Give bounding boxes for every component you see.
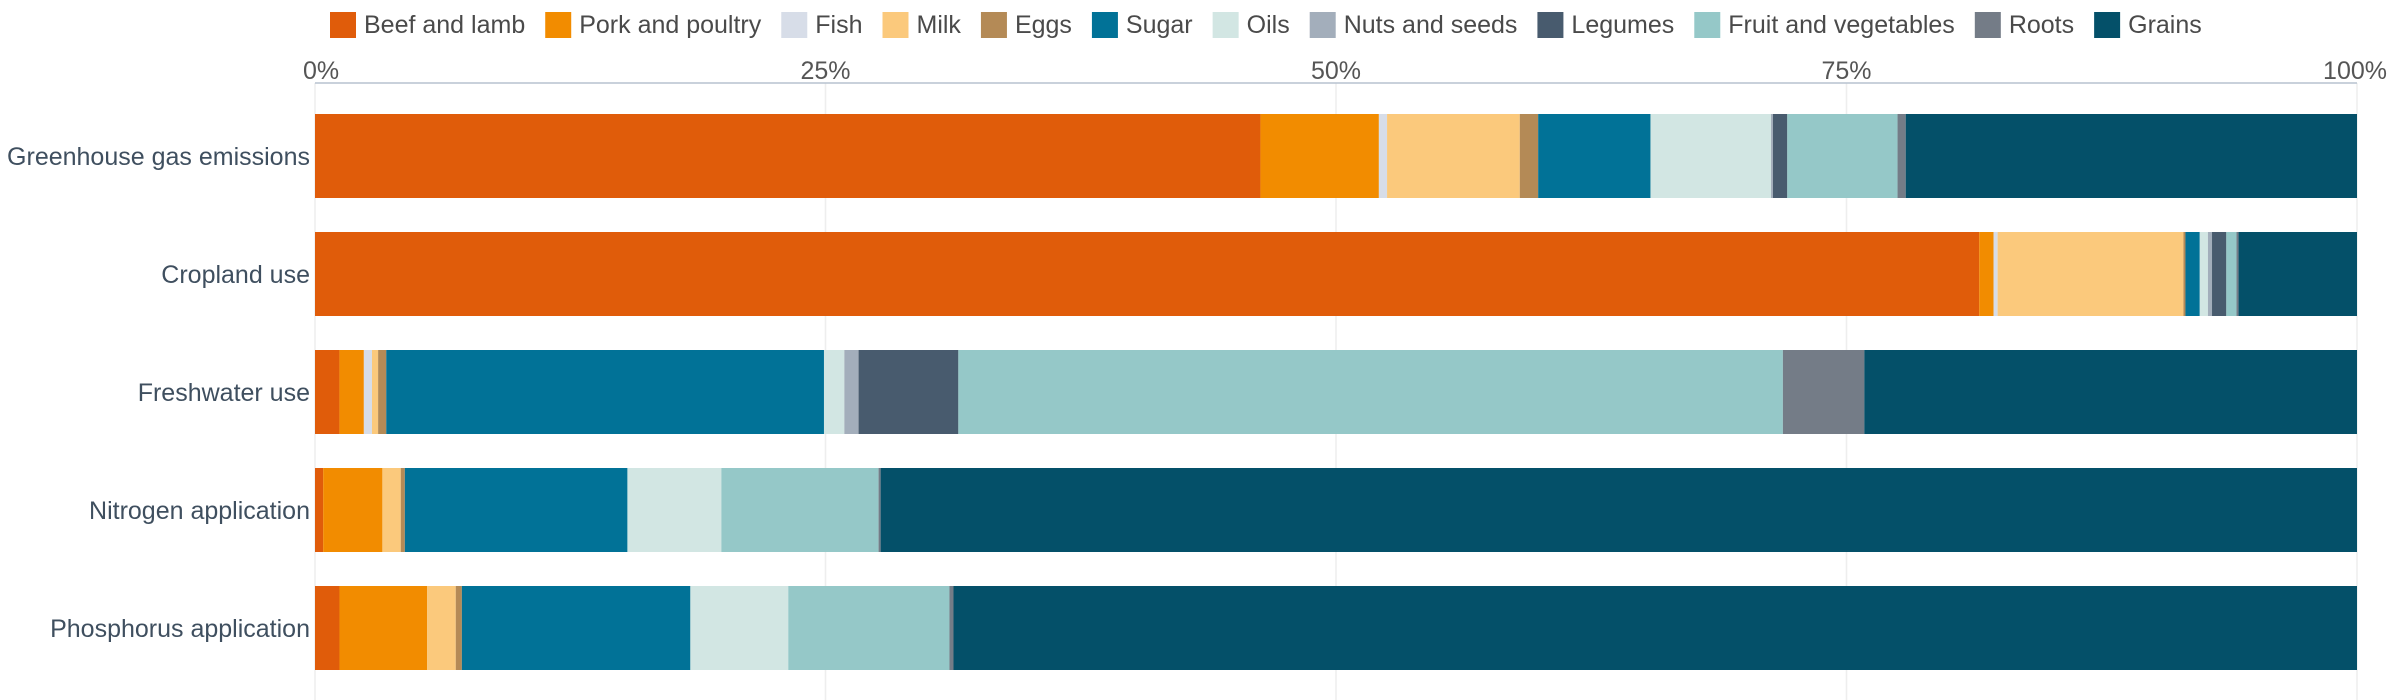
bar-greenhouse-gas-emissions-grains (1905, 114, 2357, 198)
bar-phosphorus-application-roots (949, 586, 954, 670)
legend-swatch-oils (1212, 12, 1239, 38)
x-axis: 0% 25% 50% 75% 100% (303, 57, 2387, 85)
bar-cropland-use-nuts-and-seeds (2207, 232, 2213, 316)
x-tick-label: 25% (800, 57, 850, 85)
bar-freshwater-use-legumes (858, 350, 959, 434)
legend-swatch-nuts-and-seeds (1309, 12, 1336, 38)
bars (315, 114, 2357, 670)
legend-swatch-beef-and-lamb (330, 12, 356, 38)
bar-cropland-use-roots (2236, 232, 2239, 316)
bar-cropland-use-oils (2199, 232, 2208, 316)
bar-phosphorus-application-eggs (455, 586, 462, 670)
legend-label-grains: Grains (2128, 11, 2202, 39)
legend-label-pork-and-poultry: Pork and poultry (579, 11, 762, 39)
legend-label-legumes: Legumes (1571, 11, 1674, 39)
bar-cropland-use-eggs (2183, 232, 2186, 316)
x-tick-label: 100% (2323, 57, 2387, 85)
x-tick-label: 50% (1311, 57, 1361, 85)
bar-phosphorus-application-oils (690, 586, 789, 670)
bar-greenhouse-gas-emissions-eggs (1519, 114, 1539, 198)
bar-greenhouse-gas-emissions-legumes (1772, 114, 1788, 198)
legend-label-fish: Fish (815, 11, 862, 39)
legend-label-nuts-and-seeds: Nuts and seeds (1344, 11, 1518, 39)
bar-freshwater-use-eggs (378, 350, 387, 434)
bar-nitrogen-application-grains (880, 468, 2357, 552)
legend-label-roots: Roots (2009, 11, 2074, 39)
bar-freshwater-use-nuts-and-seeds (844, 350, 859, 434)
category-label-freshwater-use: Freshwater use (138, 379, 310, 407)
bar-cropland-use-pork-and-poultry (1979, 232, 1994, 316)
legend-label-oils: Oils (1247, 11, 1290, 39)
legend-swatch-sugar (1091, 12, 1118, 38)
bar-nitrogen-application-oils (627, 468, 722, 552)
bar-freshwater-use-beef-and-lamb (315, 350, 340, 434)
bar-freshwater-use-pork-and-poultry (339, 350, 364, 434)
bar-nitrogen-application-pork-and-poultry (323, 468, 383, 552)
legend-swatch-eggs (980, 12, 1007, 38)
legend-swatch-fish (781, 12, 808, 38)
bar-nitrogen-application-sugar (404, 468, 628, 552)
bar-freshwater-use-milk (372, 350, 379, 434)
bar-freshwater-use-sugar (386, 350, 824, 434)
legend-swatch-legumes (1537, 12, 1564, 38)
category-label-phosphorus-application: Phosphorus application (50, 615, 310, 643)
legend-label-milk: Milk (917, 11, 962, 39)
bar-greenhouse-gas-emissions-fish (1378, 114, 1388, 198)
legend-swatch-grains (2094, 12, 2121, 38)
bar-freshwater-use-roots (1782, 350, 1865, 434)
bar-cropland-use-fish (1993, 232, 1998, 316)
bar-nitrogen-application-milk (382, 468, 401, 552)
bar-freshwater-use-oils (823, 350, 845, 434)
bar-greenhouse-gas-emissions-pork-and-poultry (1260, 114, 1379, 198)
bar-phosphorus-application-sugar (461, 586, 691, 670)
bar-nitrogen-application-eggs (400, 468, 405, 552)
bar-cropland-use-milk (1997, 232, 2184, 316)
bar-freshwater-use-grains (1864, 350, 2357, 434)
legend-label-fruit-and-vegetables: Fruit and vegetables (1728, 11, 1955, 39)
category-label-cropland-use: Cropland use (161, 261, 310, 289)
x-tick-label: 0% (303, 57, 339, 85)
bar-cropland-use-beef-and-lamb (315, 232, 1980, 316)
bar-phosphorus-application-fruit-and-vegetables (788, 586, 950, 670)
legend-label-beef-and-lamb: Beef and lamb (364, 11, 525, 39)
bar-greenhouse-gas-emissions-nuts-and-seeds (1770, 114, 1773, 198)
bar-greenhouse-gas-emissions-roots (1897, 114, 1906, 198)
bar-cropland-use-legumes (2212, 232, 2227, 316)
legend-swatch-pork-and-poultry (545, 12, 572, 38)
bar-cropland-use-grains (2238, 232, 2357, 316)
bar-phosphorus-application-milk (427, 586, 456, 670)
bar-nitrogen-application-roots (878, 468, 881, 552)
bar-phosphorus-application-pork-and-poultry (339, 586, 428, 670)
category-label-nitrogen-application: Nitrogen application (89, 497, 310, 525)
bar-greenhouse-gas-emissions-fruit-and-vegetables (1787, 114, 1898, 198)
bar-nitrogen-application-fruit-and-vegetables (721, 468, 879, 552)
legend-swatch-roots (1974, 12, 2001, 38)
bar-greenhouse-gas-emissions-sugar (1538, 114, 1651, 198)
y-axis-labels: Greenhouse gas emissions Cropland use Fres… (7, 143, 310, 643)
bar-nitrogen-application-beef-and-lamb (315, 468, 324, 552)
bar-freshwater-use-fish (363, 350, 373, 434)
legend-swatch-fruit-and-vegetables (1694, 12, 1721, 38)
legend-label-eggs: Eggs (1015, 11, 1072, 39)
category-label-greenhouse-gas-emissions: Greenhouse gas emissions (7, 143, 310, 171)
legend: Beef and lamb Pork and poultry Fish Milk Egg… (330, 11, 2202, 39)
legend-label-sugar: Sugar (1126, 11, 1193, 39)
bar-phosphorus-application-grains (953, 586, 2357, 670)
legend-swatch-milk (882, 12, 909, 38)
bar-greenhouse-gas-emissions-milk (1387, 114, 1520, 198)
bar-freshwater-use-fruit-and-vegetables (958, 350, 1783, 434)
bar-cropland-use-sugar (2185, 232, 2200, 316)
bar-cropland-use-fruit-and-vegetables (2226, 232, 2237, 316)
bar-greenhouse-gas-emissions-beef-and-lamb (315, 114, 1261, 198)
bar-phosphorus-application-beef-and-lamb (315, 586, 340, 670)
bar-greenhouse-gas-emissions-oils (1650, 114, 1771, 198)
x-tick-label: 75% (1821, 57, 1871, 85)
